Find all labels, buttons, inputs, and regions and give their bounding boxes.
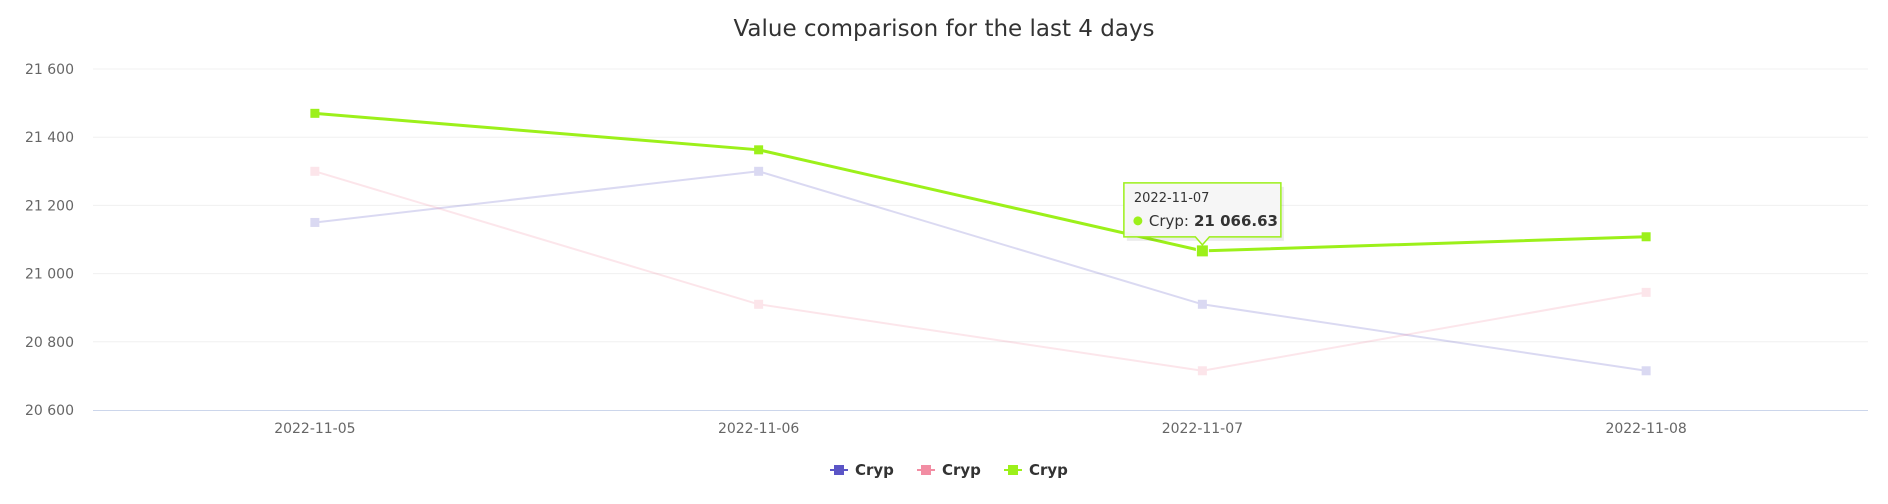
data-point[interactable] — [1197, 366, 1207, 376]
x-tick-label: 2022-11-07 — [1162, 421, 1243, 437]
data-point[interactable] — [754, 299, 764, 309]
legend-marker — [921, 465, 931, 475]
legend-label: Cryp — [1029, 461, 1068, 479]
data-point[interactable] — [310, 217, 320, 227]
y-tick-label: 21 200 — [25, 198, 74, 214]
tooltip-date: 2022-11-07 — [1134, 191, 1210, 206]
x-tick-label: 2022-11-08 — [1605, 421, 1686, 437]
series-lines — [310, 108, 1651, 376]
legend-marker — [834, 465, 844, 475]
data-point[interactable] — [754, 166, 764, 176]
x-tick-label: 2022-11-05 — [274, 421, 355, 437]
series-line — [314, 170, 1647, 372]
tooltip-separator: : — [1184, 212, 1189, 230]
x-tick-label: 2022-11-06 — [718, 421, 799, 437]
series-group — [310, 166, 1651, 376]
tooltip: 2022-11-07 Cryp:21 066.63 — [1123, 182, 1284, 247]
series-group — [310, 108, 1651, 258]
tooltip-value: 21 066.63 — [1194, 212, 1278, 230]
legend-item[interactable]: Cryp — [1004, 461, 1068, 479]
y-tick-label: 21 000 — [25, 267, 74, 283]
series-group — [310, 166, 1651, 376]
legend-item[interactable]: Cryp — [830, 461, 894, 479]
legend: Cryp Cryp Cryp — [830, 461, 1068, 479]
legend-label: Cryp — [855, 461, 894, 479]
data-point[interactable] — [1641, 232, 1651, 242]
y-tick-label: 20 600 — [25, 403, 74, 419]
y-tick-label: 21 400 — [25, 130, 74, 146]
data-point[interactable] — [1641, 366, 1651, 376]
chart-title: Value comparison for the last 4 days — [733, 16, 1154, 42]
data-point[interactable] — [310, 108, 320, 118]
tooltip-series-name: Cryp — [1149, 212, 1184, 230]
data-point[interactable] — [310, 166, 320, 176]
series-line — [314, 170, 1647, 372]
y-tick-label: 21 600 — [25, 62, 74, 78]
data-point[interactable] — [754, 145, 764, 155]
y-tick-label: 20 800 — [25, 335, 74, 351]
series-line — [314, 111, 1647, 253]
legend-label: Cryp — [942, 461, 981, 479]
grid-lines — [93, 68, 1868, 343]
data-point[interactable] — [1641, 287, 1651, 297]
data-point[interactable] — [1195, 244, 1209, 258]
data-point[interactable] — [1197, 299, 1207, 309]
axes: 20 600 20 800 21 000 21 200 21 400 21 600 2022… — [25, 62, 1868, 437]
tooltip-series-marker — [1133, 216, 1143, 226]
legend-marker — [1008, 465, 1018, 475]
tooltip-box — [1123, 182, 1282, 247]
legend-item[interactable]: Cryp — [917, 461, 981, 479]
